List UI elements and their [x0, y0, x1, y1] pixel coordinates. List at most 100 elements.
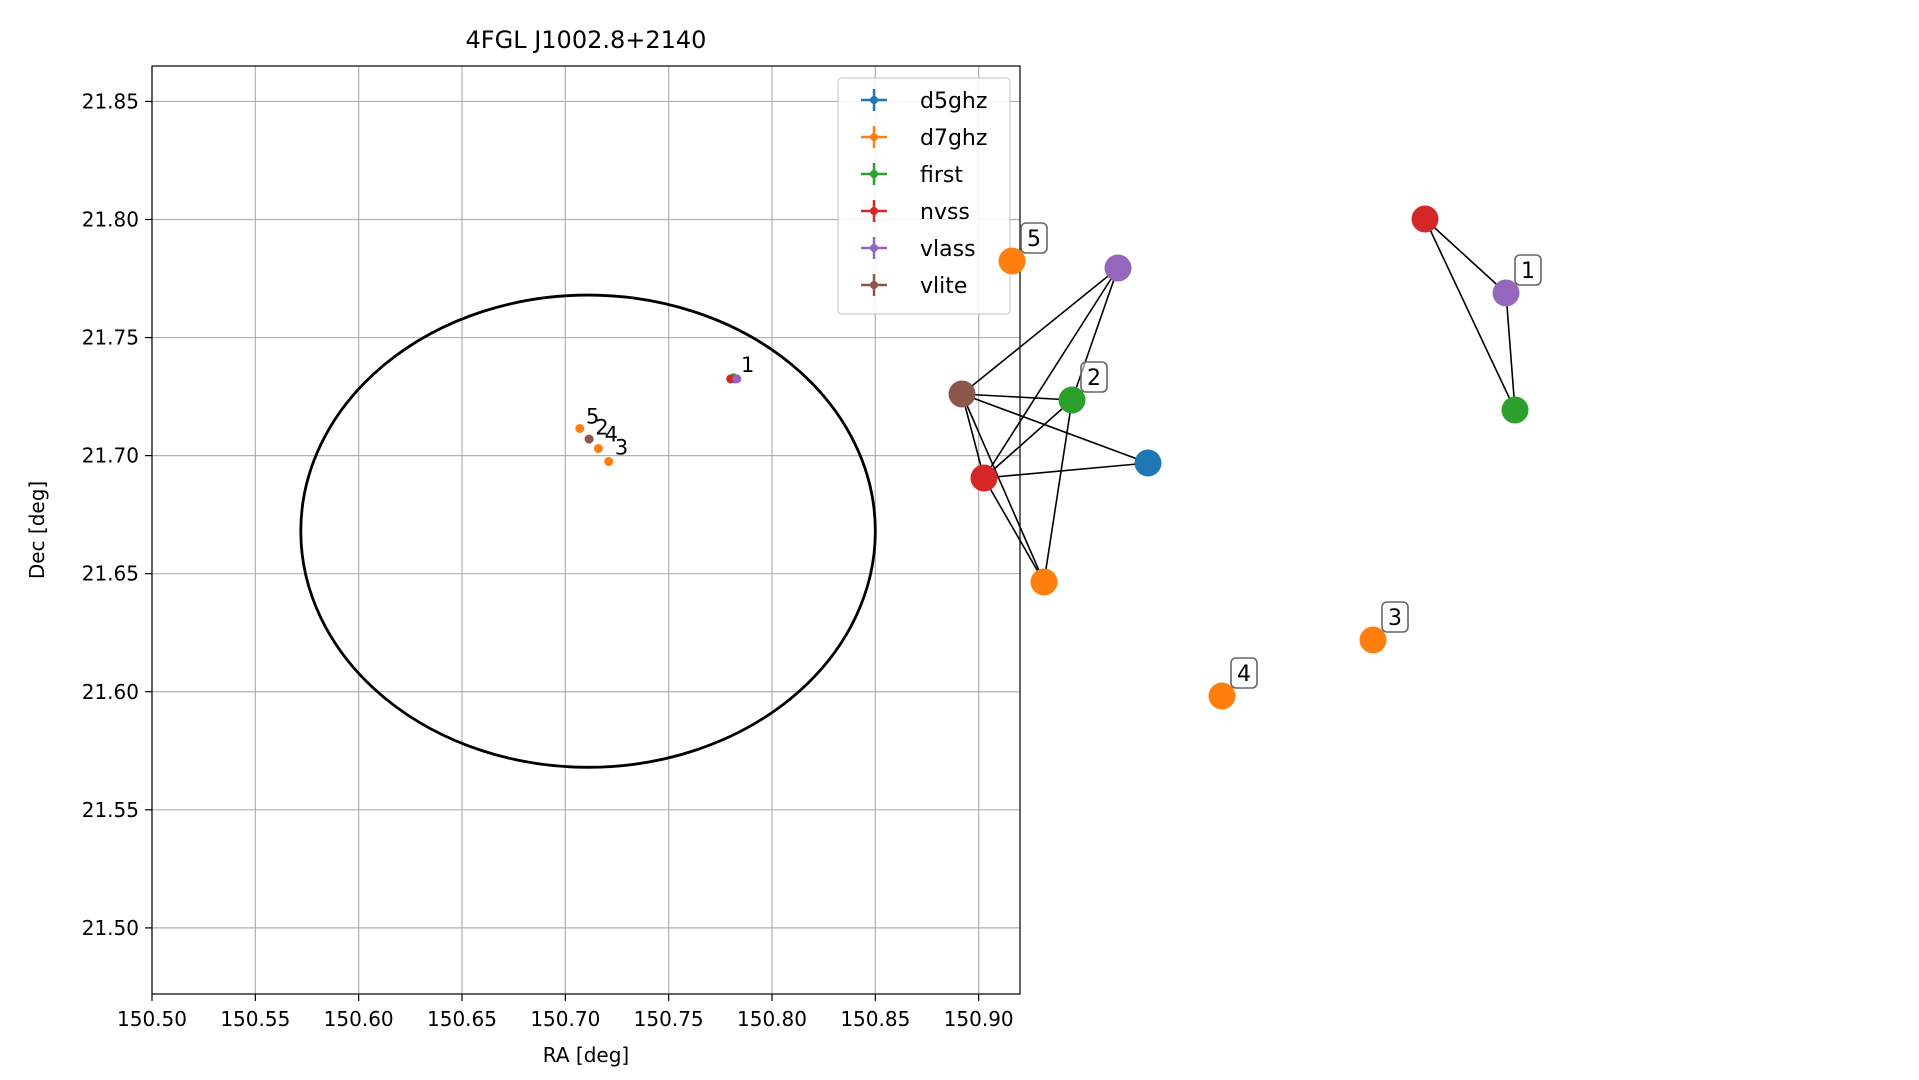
point-vlite [584, 434, 594, 444]
x-tick-label: 150.60 [324, 1007, 394, 1031]
graph-label-text: 4 [1237, 662, 1251, 687]
graph-label-text: 2 [1087, 366, 1101, 391]
y-tick-label: 21.80 [82, 207, 139, 231]
legend-entry-first: first [861, 163, 963, 188]
graph-edges [961, 218, 1516, 583]
scatter-points [575, 373, 742, 467]
axes-frame [151, 65, 1021, 995]
annotation-label: 1 [741, 353, 754, 377]
graph-node-label: 5 [1020, 222, 1048, 254]
chart-title: 4FGL J1002.8+2140 [466, 26, 707, 54]
error-ellipse-curve [299, 293, 877, 769]
point-nvss [726, 374, 736, 384]
legend-label: d5ghz [920, 89, 987, 114]
graph-edge [961, 393, 1149, 464]
legend-label: vlite [920, 274, 967, 299]
graph-node [1058, 386, 1086, 414]
error-ellipse [299, 293, 877, 769]
graph-edge [1043, 399, 1073, 583]
point-vlass [732, 374, 742, 384]
graph-label-text: 3 [1388, 606, 1402, 631]
graph-edge [983, 267, 1119, 479]
legend-label: nvss [920, 200, 970, 225]
legend-label: d7ghz [920, 126, 987, 151]
y-tick-label: 21.85 [82, 89, 139, 113]
x-tick-label: 150.70 [530, 1007, 600, 1031]
x-tick-label: 150.75 [634, 1007, 704, 1031]
y-tick-label: 21.60 [82, 680, 139, 704]
legend-marker-dot [870, 170, 878, 178]
graph-edge [961, 393, 1073, 401]
graph-edge [961, 393, 1045, 583]
legend-entry-nvss: nvss [861, 200, 970, 225]
annotation-label: 4 [605, 422, 618, 446]
legend-marker-dot [870, 281, 878, 289]
legend-marker-dot [870, 96, 878, 104]
x-axis-label: RA [deg] [543, 1043, 629, 1067]
graph-node [1030, 568, 1058, 596]
legend-marker-dot [870, 244, 878, 252]
graph-edge [961, 267, 1119, 395]
annotation-label: 3 [615, 435, 628, 459]
point-d7ghz [593, 444, 603, 454]
graph-edge [1071, 267, 1119, 401]
x-tick-label: 150.50 [117, 1007, 187, 1031]
network-panel: 1 2 5 3 4 [948, 205, 1542, 710]
graph-label-box [1514, 254, 1542, 286]
legend-entry-vlite: vlite [861, 274, 967, 299]
graph-node [1492, 279, 1520, 307]
graph-edge [1505, 292, 1516, 411]
legend-label: vlass [920, 237, 976, 262]
legend-label: first [920, 163, 963, 188]
graph-node-label: 4 [1230, 657, 1258, 689]
point-d7ghz [604, 457, 614, 467]
graph-node [1411, 205, 1439, 233]
graph-node [1104, 254, 1132, 282]
graph-node [1501, 396, 1529, 424]
graph-labels: 1 2 5 3 4 [1020, 222, 1542, 689]
graph-nodes [948, 205, 1529, 710]
graph-node-label: 1 [1514, 254, 1542, 286]
x-tick-label: 150.90 [944, 1007, 1014, 1031]
legend-marker-dot [870, 133, 878, 141]
y-tick-label: 21.50 [82, 916, 139, 940]
graph-label-box [1381, 601, 1409, 633]
legend-entry-d7ghz: d7ghz [861, 126, 987, 151]
graph-node [1208, 682, 1236, 710]
legend-entry-d5ghz: d5ghz [861, 89, 987, 114]
graph-label-text: 5 [1027, 227, 1041, 252]
legend: d5ghz d7ghz first nvss vlass vlite [837, 77, 1011, 315]
graph-node [948, 380, 976, 408]
graph-node [1134, 449, 1162, 477]
y-axis-ticks: 21.50 21.55 21.60 21.65 21.70 21.75 21.80 21.85 [82, 89, 152, 940]
graph-node-label: 2 [1080, 361, 1108, 393]
graph-node-label: 3 [1381, 601, 1409, 633]
annotation-label: 5 [586, 405, 599, 429]
graph-node [1359, 626, 1387, 654]
x-axis-ticks: 150.50 150.55 150.60 150.65 150.70 150.75 150.… [117, 994, 1014, 1031]
x-tick-label: 150.80 [737, 1007, 807, 1031]
graph-node [998, 247, 1026, 275]
graph-edge [1424, 218, 1507, 294]
graph-edge [983, 462, 1149, 479]
y-tick-label: 21.65 [82, 562, 139, 586]
y-tick-label: 21.70 [82, 444, 139, 468]
x-tick-label: 150.85 [840, 1007, 910, 1031]
x-tick-label: 150.65 [427, 1007, 497, 1031]
graph-label-text: 1 [1521, 259, 1535, 284]
legend-marker-dot [870, 207, 878, 215]
graph-label-box [1230, 657, 1258, 689]
legend-entry-vlass: vlass [861, 237, 976, 262]
graph-edge [961, 393, 985, 479]
y-tick-label: 21.55 [82, 798, 139, 822]
graph-edge [983, 477, 1045, 583]
graph-edge [983, 399, 1073, 479]
point-d7ghz [575, 423, 585, 433]
graph-edge [1424, 218, 1516, 411]
annotation-label: 2 [595, 415, 608, 439]
y-axis-label: Dec [deg] [25, 481, 49, 579]
graph-node [970, 464, 998, 492]
